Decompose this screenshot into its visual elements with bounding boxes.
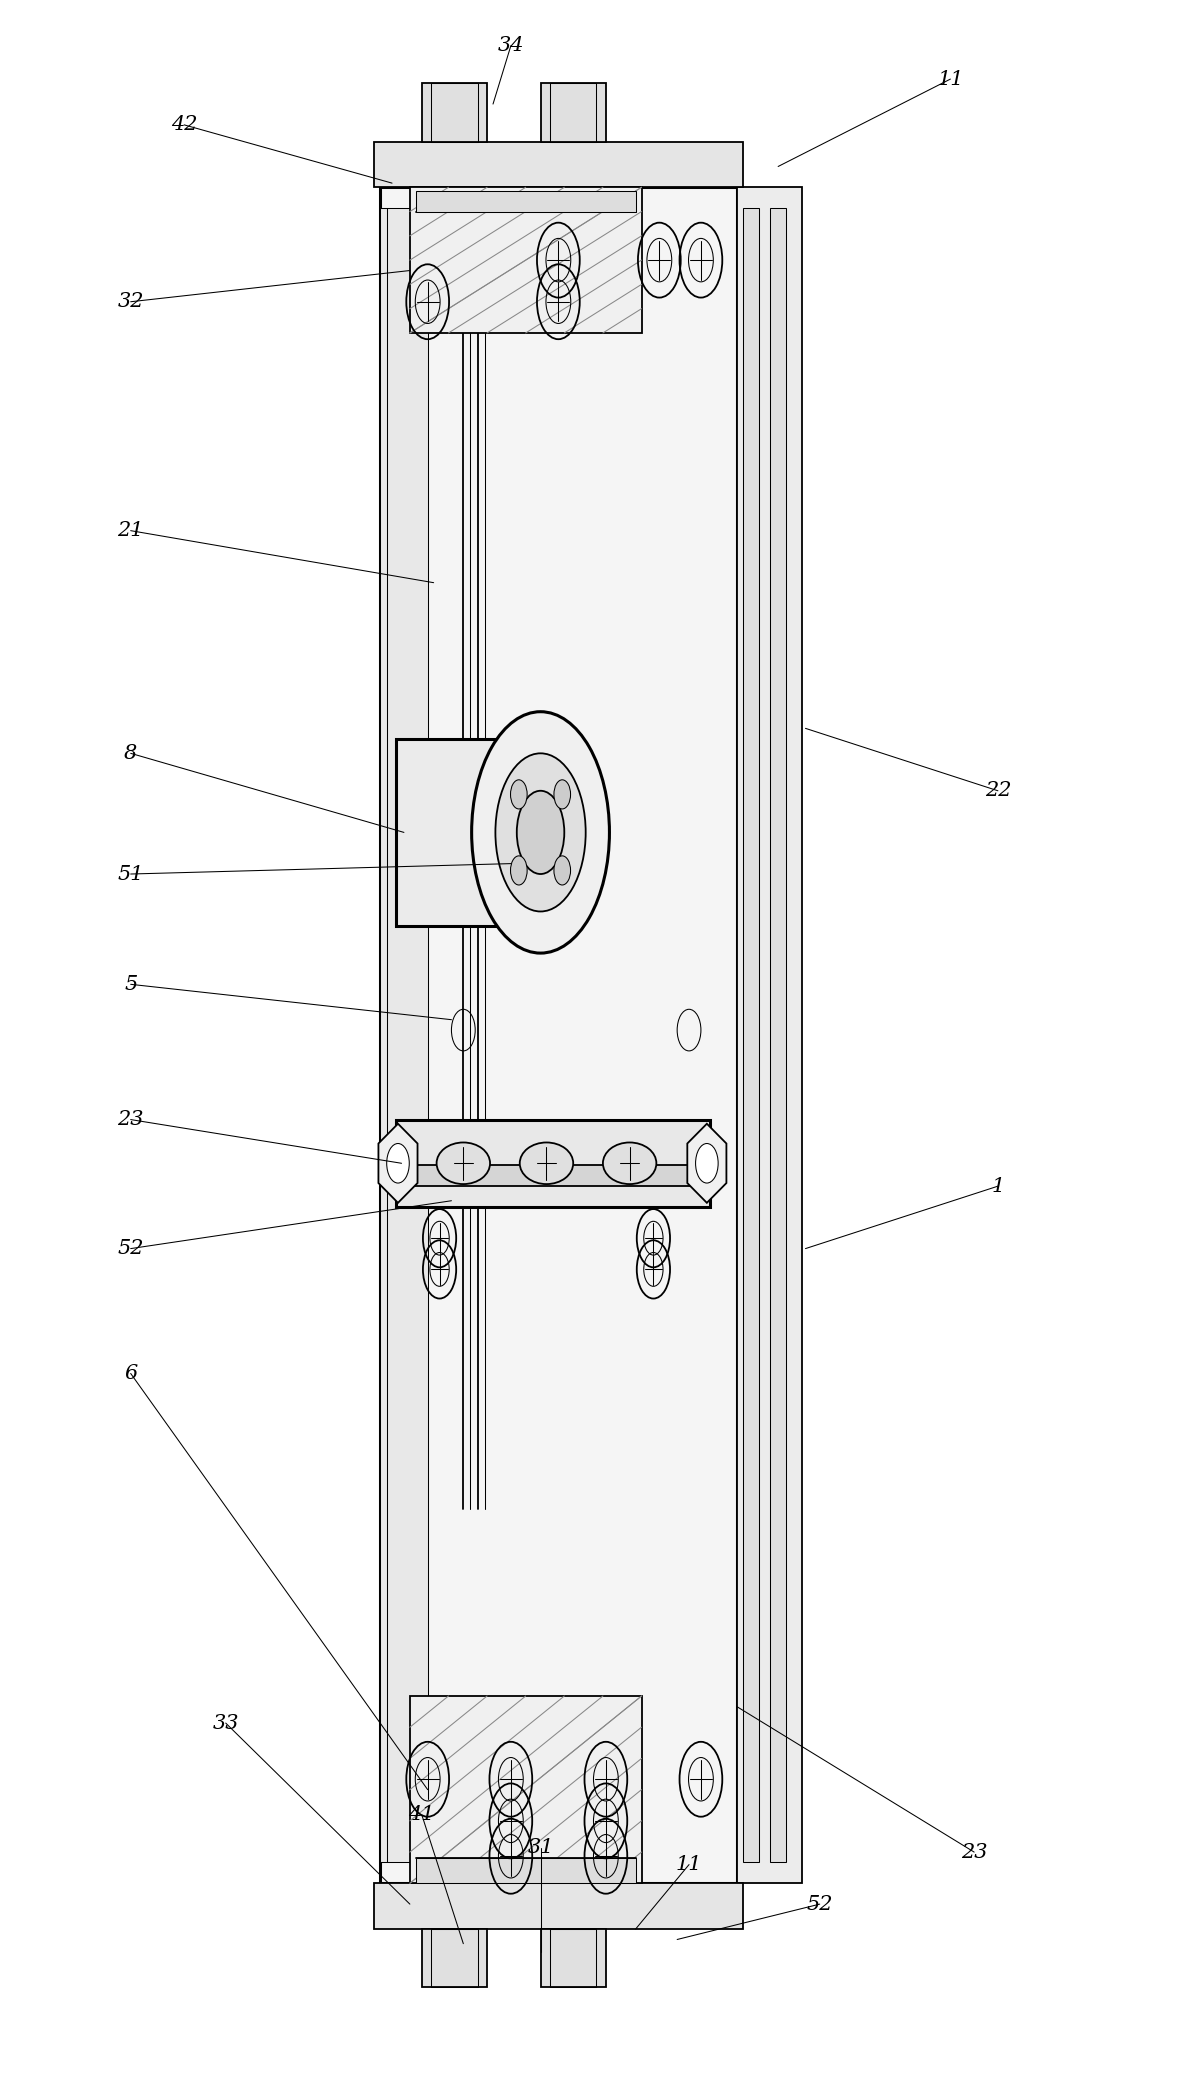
Text: 11: 11: [676, 1854, 702, 1875]
Bar: [770, 208, 786, 1862]
Bar: [396, 1120, 710, 1207]
Bar: [410, 1696, 642, 1883]
Bar: [396, 739, 568, 926]
Bar: [742, 208, 759, 1862]
Circle shape: [554, 780, 570, 810]
Ellipse shape: [436, 1142, 489, 1184]
Bar: [374, 1883, 742, 1929]
Circle shape: [517, 791, 564, 874]
Text: 32: 32: [118, 291, 144, 312]
Circle shape: [554, 855, 570, 884]
Ellipse shape: [520, 1142, 573, 1184]
Bar: [410, 187, 642, 333]
Bar: [431, 83, 478, 142]
Text: 34: 34: [498, 35, 524, 56]
Polygon shape: [379, 1124, 417, 1203]
Text: 23: 23: [118, 1109, 144, 1130]
Bar: [737, 187, 802, 1883]
Text: 23: 23: [961, 1842, 987, 1862]
Text: 8: 8: [124, 743, 138, 764]
Circle shape: [696, 1145, 718, 1182]
Bar: [380, 208, 428, 1862]
Bar: [541, 83, 606, 142]
Circle shape: [511, 855, 527, 884]
Text: 22: 22: [985, 780, 1011, 801]
Circle shape: [495, 753, 586, 911]
Text: 52: 52: [118, 1238, 144, 1259]
Bar: [431, 1929, 478, 1987]
Text: 6: 6: [124, 1363, 138, 1384]
Text: 42: 42: [171, 114, 197, 135]
Bar: [380, 187, 737, 1883]
Bar: [422, 1929, 487, 1987]
Circle shape: [387, 1145, 409, 1182]
Bar: [550, 1929, 596, 1987]
Text: 33: 33: [213, 1713, 239, 1733]
Bar: [541, 1929, 606, 1987]
Text: 21: 21: [118, 520, 144, 541]
Circle shape: [472, 712, 609, 953]
Bar: [416, 191, 636, 212]
Bar: [550, 83, 596, 142]
Bar: [422, 83, 487, 142]
Text: 41: 41: [409, 1804, 435, 1825]
Polygon shape: [688, 1124, 726, 1203]
Text: 52: 52: [807, 1894, 833, 1915]
Bar: [400, 1165, 706, 1186]
Text: 5: 5: [124, 974, 138, 995]
Text: 1: 1: [991, 1176, 1005, 1197]
Bar: [416, 1858, 636, 1883]
Ellipse shape: [602, 1142, 656, 1184]
Text: 11: 11: [937, 69, 963, 89]
Circle shape: [511, 780, 527, 810]
Text: 51: 51: [118, 864, 144, 884]
Text: 31: 31: [527, 1838, 554, 1858]
Bar: [374, 142, 742, 187]
